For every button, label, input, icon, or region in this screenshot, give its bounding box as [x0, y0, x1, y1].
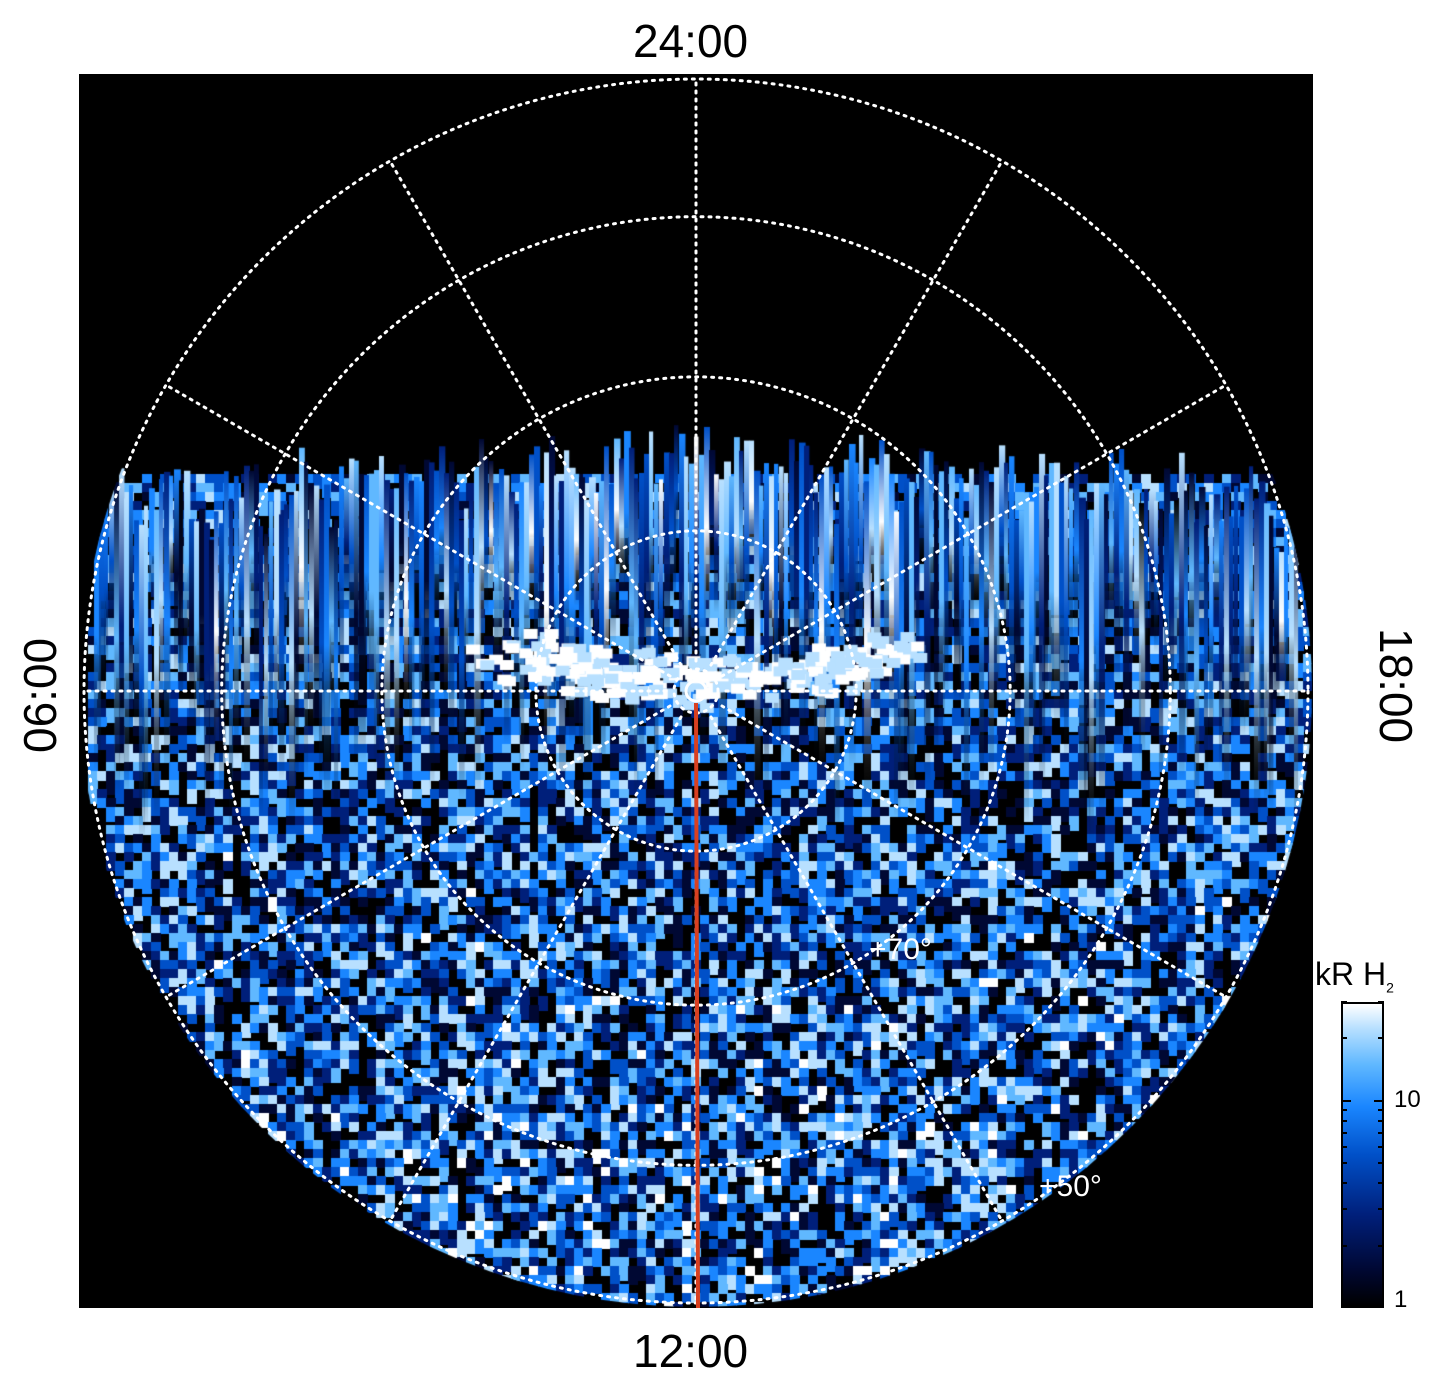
- colorbar-tick-mark: [1341, 1182, 1347, 1185]
- colorbar-tick-mark: [1341, 1099, 1351, 1102]
- latitude-label-1: +70°: [869, 933, 932, 966]
- colorbar-tick-mark: [1341, 1001, 1347, 1003]
- meridian-line-14h: [388, 715, 683, 1223]
- colorbar-tick-mark: [1341, 1208, 1347, 1211]
- colorbar-tick-mark: [1341, 1162, 1347, 1165]
- local-time-label-top: 24:00: [633, 15, 749, 67]
- meridian-line-10h: [709, 715, 1004, 1223]
- colorbar-tick-mark: [1378, 1037, 1384, 1040]
- colorbar-tick-mark: [1341, 1037, 1347, 1040]
- colorbar-tick-mark: [1341, 1109, 1347, 1112]
- colorbar-title: kR H2: [1315, 958, 1394, 994]
- meridian-line-2h: [709, 159, 1004, 667]
- local-time-label-bottom: 12:00: [633, 1325, 749, 1377]
- colorbar-tick-mark: [1341, 1145, 1347, 1148]
- colorbar-tick-mark: [1378, 1131, 1384, 1134]
- colorbar-tick-mark: [1378, 1162, 1384, 1165]
- colorbar-tick-mark: [1378, 1208, 1384, 1211]
- colorbar-tick-1: 1: [1394, 1286, 1408, 1313]
- noon-meridian-line: [694, 702, 700, 1308]
- colorbar-tick-mark: [1378, 1109, 1384, 1112]
- colorbar-tick-mark: [1341, 1119, 1347, 1122]
- colorbar-tick-mark: [1378, 1182, 1384, 1185]
- colorbar-title-text: kR H: [1315, 956, 1387, 992]
- latitude-label-2: +50°: [1039, 1170, 1102, 1203]
- latitude-circle-2: [380, 375, 1012, 1007]
- colorbar-tick-mark: [1341, 1131, 1347, 1134]
- colorbar-tick-mark: [1341, 1244, 1347, 1247]
- colorbar-tick-mark: [1378, 1001, 1384, 1003]
- meridian-line-4h: [720, 383, 1228, 678]
- colorbar-title-subscript: 2: [1386, 979, 1394, 996]
- meridian-line-8h: [720, 704, 1228, 999]
- local-time-label-left: 06:00: [14, 637, 66, 753]
- colorbar-tick-mark: [1374, 1099, 1384, 1102]
- local-time-label-right: 18:00: [1370, 628, 1422, 744]
- meridian-line-16h: [164, 704, 672, 999]
- colorbar-tick-mark: [1378, 1244, 1384, 1247]
- polar-grid: +70° +50°: [82, 77, 1310, 1308]
- colorbar-tick-mark: [1378, 1119, 1384, 1122]
- meridian-line-22h: [388, 159, 683, 667]
- colorbar-tick-mark: [1378, 1145, 1384, 1148]
- pole-ring-inner: [684, 679, 708, 703]
- colorbar: [1341, 1002, 1384, 1308]
- polar-auroral-map: +70° +50°: [79, 74, 1313, 1308]
- meridian-line-20h: [164, 383, 672, 678]
- colorbar-tick-10: 10: [1394, 1086, 1421, 1113]
